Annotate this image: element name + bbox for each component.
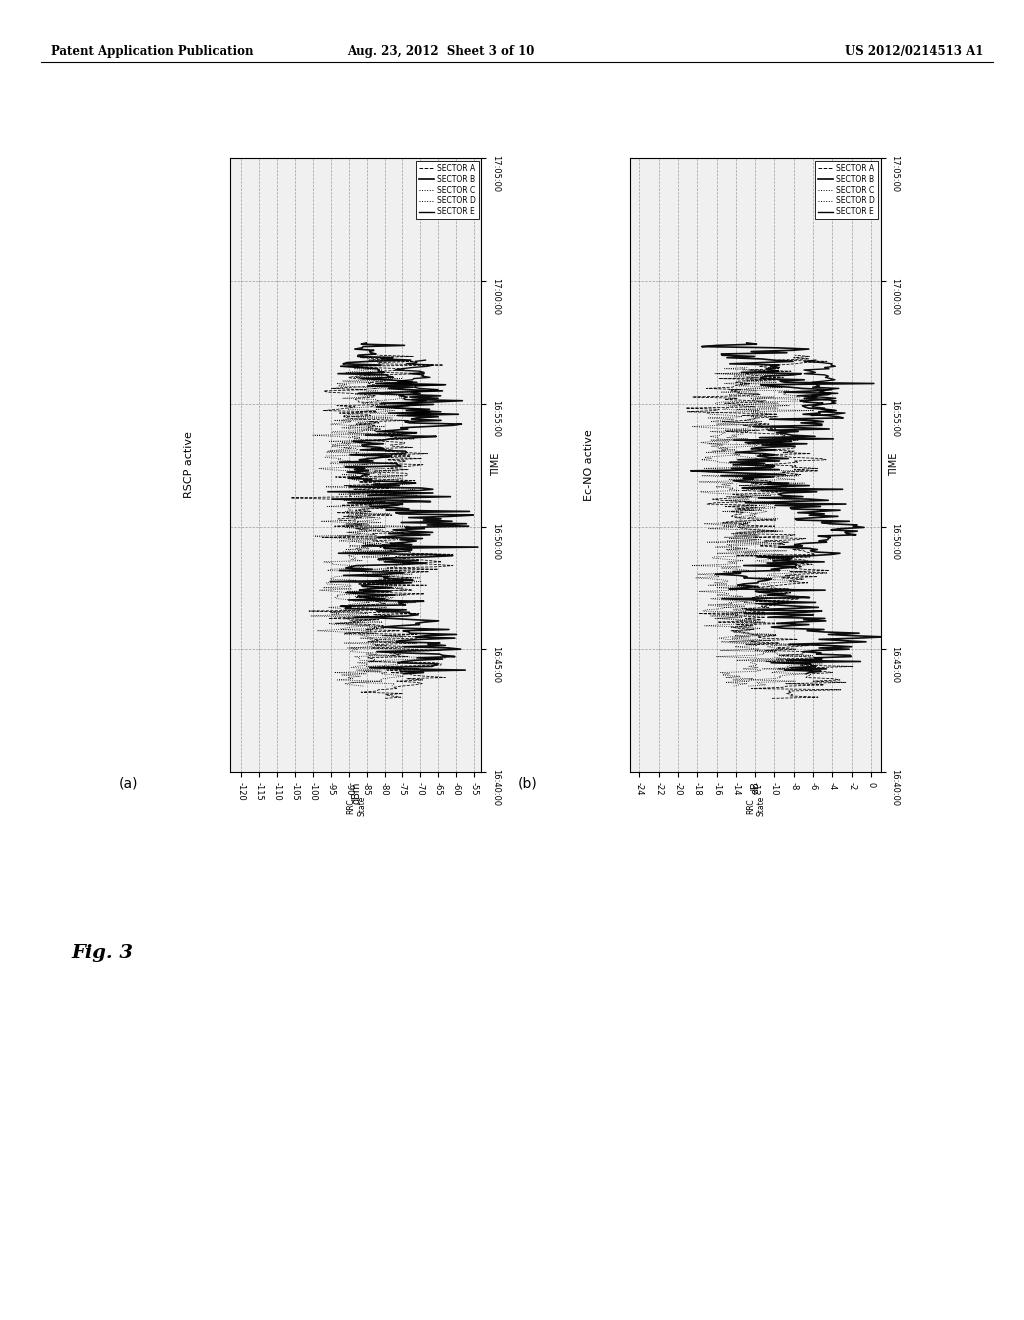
Text: US 2012/0214513 A1: US 2012/0214513 A1	[845, 45, 983, 58]
Legend: SECTOR A, SECTOR B, SECTOR C, SECTOR D, SECTOR E: SECTOR A, SECTOR B, SECTOR C, SECTOR D, …	[416, 161, 479, 219]
Text: RRC
State: RRC State	[347, 796, 366, 816]
Text: Fig. 3: Fig. 3	[72, 944, 134, 962]
Text: RSCP active: RSCP active	[184, 432, 195, 498]
Text: TIME: TIME	[889, 453, 899, 477]
Text: dBm: dBm	[351, 781, 361, 804]
Text: Patent Application Publication: Patent Application Publication	[51, 45, 254, 58]
Text: TIME: TIME	[490, 453, 501, 477]
Legend: SECTOR A, SECTOR B, SECTOR C, SECTOR D, SECTOR E: SECTOR A, SECTOR B, SECTOR C, SECTOR D, …	[815, 161, 879, 219]
Text: (a): (a)	[118, 776, 138, 791]
Text: dB: dB	[751, 781, 761, 795]
Text: (b): (b)	[517, 776, 538, 791]
Text: Ec-NO active: Ec-NO active	[584, 429, 594, 500]
Text: Aug. 23, 2012  Sheet 3 of 10: Aug. 23, 2012 Sheet 3 of 10	[347, 45, 534, 58]
Text: RRC
State: RRC State	[746, 796, 765, 816]
